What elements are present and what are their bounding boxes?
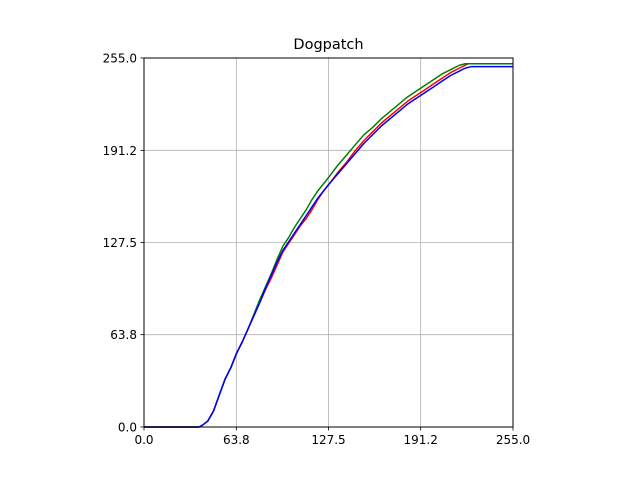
y-tick-label: 191.2 bbox=[103, 144, 137, 158]
y-axis-ticks: 0.0 63.8 127.5 191.2 255.0 bbox=[103, 52, 144, 435]
y-tick-label: 127.5 bbox=[103, 236, 137, 250]
x-axis-ticks: 0.0 63.8 127.5 191.2 255.0 bbox=[134, 427, 530, 447]
chart-title: Dogpatch bbox=[293, 37, 363, 53]
y-tick-label: 63.8 bbox=[110, 328, 137, 342]
series-line-3 bbox=[144, 65, 513, 428]
grid bbox=[143, 57, 514, 428]
x-tick-label: 0.0 bbox=[134, 433, 153, 447]
x-tick-label: 255.0 bbox=[496, 433, 530, 447]
x-tick-label: 127.5 bbox=[311, 433, 345, 447]
x-tick-label: 63.8 bbox=[223, 433, 250, 447]
y-tick-label: 255.0 bbox=[103, 52, 137, 66]
series-lines bbox=[144, 63, 513, 428]
x-tick-label: 191.2 bbox=[403, 433, 437, 447]
y-tick-label: 0.0 bbox=[118, 421, 137, 435]
